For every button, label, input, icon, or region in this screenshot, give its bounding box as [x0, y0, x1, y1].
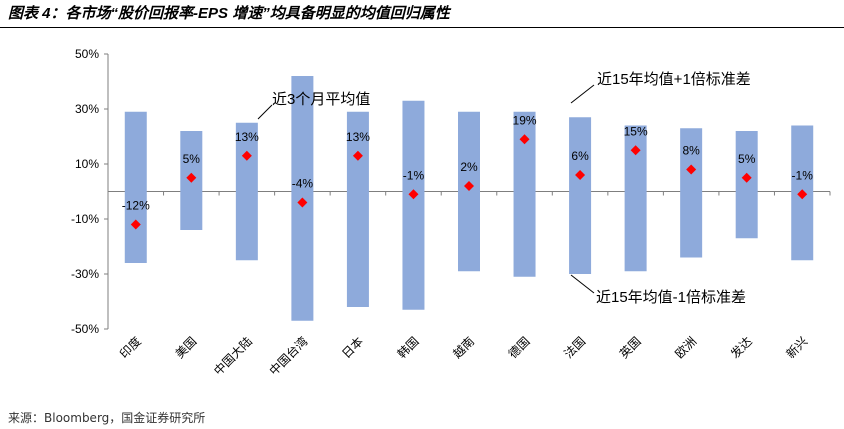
x-tick-label: 法国	[561, 334, 588, 361]
avg-marker	[464, 181, 474, 191]
annotation-band-low: 近15年均值-1倍标准差	[596, 289, 746, 306]
x-tick-label: 中国大陆	[210, 334, 255, 379]
data-label: -1%	[792, 168, 814, 182]
x-tick-label: 美国	[173, 334, 200, 361]
source-note: 来源：Bloomberg，国金证券研究所	[8, 411, 206, 425]
range-bar	[124, 111, 147, 263]
y-tick-label: 10%	[75, 157, 99, 171]
x-tick-label: 中国台湾	[266, 334, 311, 379]
annotation-leader-avg	[257, 104, 273, 120]
avg-marker	[630, 145, 641, 156]
x-tick-label: 发达	[727, 334, 755, 362]
data-label: 8%	[682, 144, 700, 158]
data-label: 5%	[183, 152, 201, 166]
range-bar	[624, 125, 647, 272]
x-tick-label: 越南	[450, 334, 478, 362]
y-tick-label: -30%	[71, 267, 99, 281]
range-bar	[235, 122, 258, 261]
data-label: 13%	[235, 130, 259, 144]
avg-marker	[408, 189, 419, 200]
title-rule	[0, 27, 844, 28]
avg-marker	[241, 150, 252, 161]
avg-marker	[186, 172, 197, 183]
annotation-avg: 近3个月平均值	[272, 91, 370, 108]
data-label: 5%	[738, 152, 756, 166]
data-label: 13%	[346, 130, 370, 144]
data-label: 2%	[460, 160, 478, 174]
data-label: 15%	[624, 124, 648, 138]
annotation-band-high: 近15年均值+1倍标准差	[597, 71, 751, 88]
range-bar	[735, 131, 758, 239]
avg-marker	[741, 172, 752, 183]
avg-marker	[352, 150, 363, 161]
avg-marker	[797, 189, 808, 200]
avg-marker	[130, 219, 141, 230]
avg-marker	[575, 170, 586, 180]
data-label: 19%	[513, 113, 537, 127]
y-tick-label: -10%	[71, 212, 99, 226]
data-label: -4%	[292, 177, 314, 191]
range-bar	[458, 111, 480, 272]
y-tick-label: -50%	[71, 322, 99, 336]
range-bar	[513, 111, 536, 277]
x-tick-label: 印度	[116, 334, 144, 362]
x-tick-label: 新兴	[783, 334, 811, 362]
range-bar	[569, 117, 592, 274]
avg-marker	[519, 134, 530, 145]
x-tick-label: 德国	[505, 334, 533, 362]
avg-marker	[297, 197, 308, 208]
x-tick-label: 英国	[617, 334, 644, 361]
data-label: -1%	[403, 168, 425, 182]
x-tick-label: 韩国	[394, 334, 422, 362]
range-bar	[402, 100, 425, 310]
y-tick-label: 30%	[75, 102, 99, 116]
range-bar	[680, 128, 703, 258]
x-tick-label: 欧洲	[672, 334, 699, 361]
data-label: -12%	[122, 199, 150, 213]
data-label: 6%	[571, 149, 589, 163]
chart-title: 图表 4：各市场“股价回报率-EPS 增速”均具备明显的均值回归属性	[8, 5, 450, 22]
x-tick-label: 日本	[339, 334, 366, 361]
range-bar	[346, 111, 369, 307]
avg-marker	[686, 164, 697, 175]
annotation-leader-low	[570, 274, 595, 294]
y-tick-label: 50%	[75, 47, 99, 61]
annotation-leader-high	[570, 84, 595, 104]
